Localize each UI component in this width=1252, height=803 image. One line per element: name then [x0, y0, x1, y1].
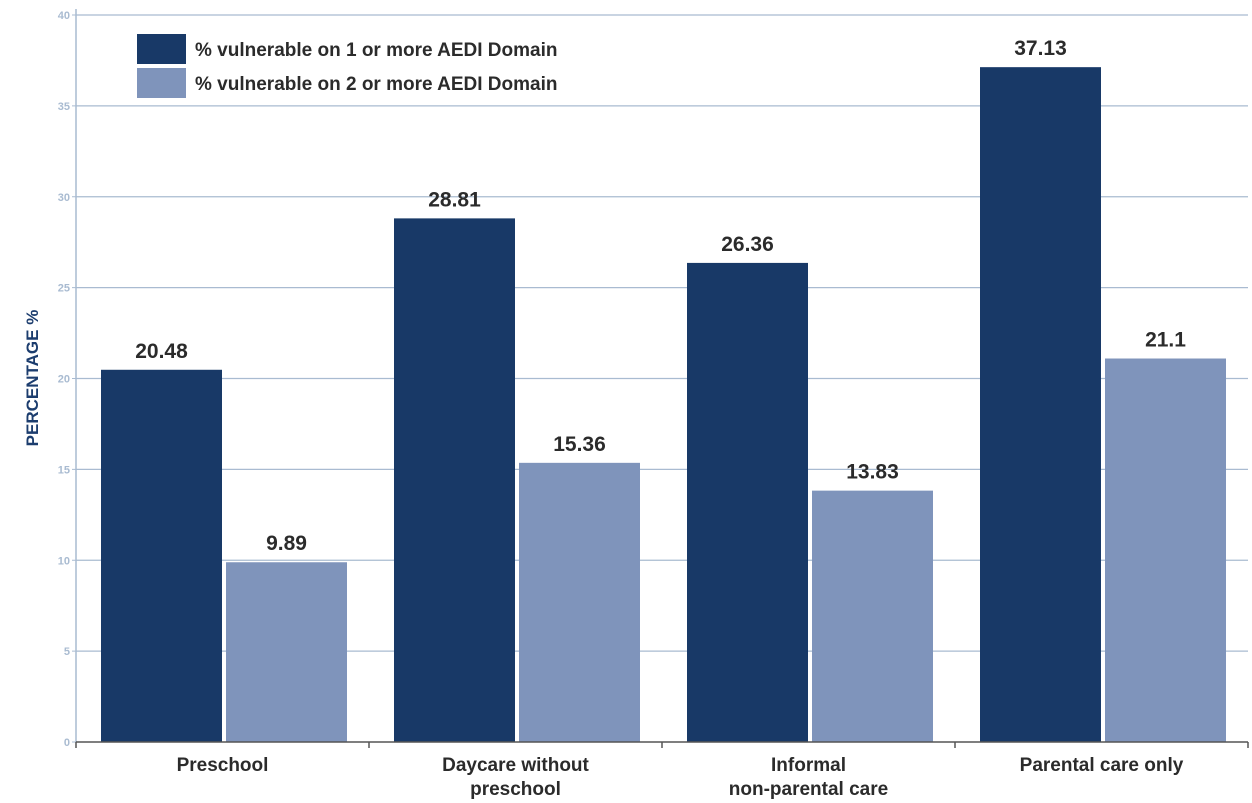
- gridlines: [76, 14, 1248, 652]
- data-label-series-2: 15.36: [553, 433, 606, 456]
- y-tick-label: 10: [58, 555, 70, 567]
- legend: % vulnerable on 1 or more AEDI Domain % …: [137, 34, 557, 98]
- bar-series-2: [1105, 358, 1226, 742]
- y-tick-label: 30: [58, 192, 70, 204]
- y-axis-title: PERCENTAGE %: [23, 310, 42, 447]
- x-category-label: Daycare without: [442, 755, 589, 776]
- x-axis-categories: Preschool Daycare without preschool Informa…: [177, 755, 1184, 800]
- bar-series-1: [687, 262, 808, 742]
- bar-series-2: [226, 562, 347, 742]
- data-label-series-1: 37.13: [1014, 37, 1067, 60]
- x-category-label: non-parental care: [729, 779, 888, 800]
- legend-label-series-2: % vulnerable on 2 or more AEDI Domain: [195, 74, 557, 95]
- x-category-label: preschool: [470, 779, 561, 800]
- y-tick-label: 15: [58, 464, 70, 476]
- legend-swatch-series-2: [137, 68, 186, 98]
- legend-label-series-1: % vulnerable on 1 or more AEDI Domain: [195, 40, 557, 61]
- y-tick-label: 20: [58, 374, 70, 386]
- y-tick-label: 40: [58, 10, 70, 22]
- data-labels: 20.48 28.81 26.36 37.13 9.89 15.36 13.83 21.1: [135, 37, 1186, 555]
- x-category-label: Parental care only: [1020, 755, 1184, 776]
- data-label-series-2: 9.89: [266, 532, 307, 555]
- data-label-series-1: 20.48: [135, 340, 188, 363]
- axes: [75, 9, 1249, 748]
- bar-series-2: [812, 490, 933, 742]
- data-label-series-2: 13.83: [846, 461, 899, 484]
- y-tick-label: 25: [58, 283, 70, 295]
- bars: [101, 67, 1226, 743]
- data-label-series-1: 26.36: [721, 233, 774, 256]
- y-tick-label: 35: [58, 101, 70, 113]
- bar-series-2: [519, 462, 640, 742]
- y-tick-label: 5: [64, 646, 70, 658]
- data-label-series-1: 28.81: [428, 188, 481, 211]
- y-axis-ticks: 0 5 10 15 20 25 30 35 40: [58, 10, 76, 749]
- legend-swatch-series-1: [137, 34, 186, 64]
- bar-series-1: [101, 369, 222, 742]
- x-category-label: Preschool: [177, 755, 269, 776]
- bar-series-1: [980, 67, 1101, 743]
- data-label-series-2: 21.1: [1145, 329, 1186, 352]
- x-category-label: Informal: [771, 755, 846, 776]
- bar-series-1: [394, 218, 515, 743]
- y-tick-label: 0: [64, 737, 70, 749]
